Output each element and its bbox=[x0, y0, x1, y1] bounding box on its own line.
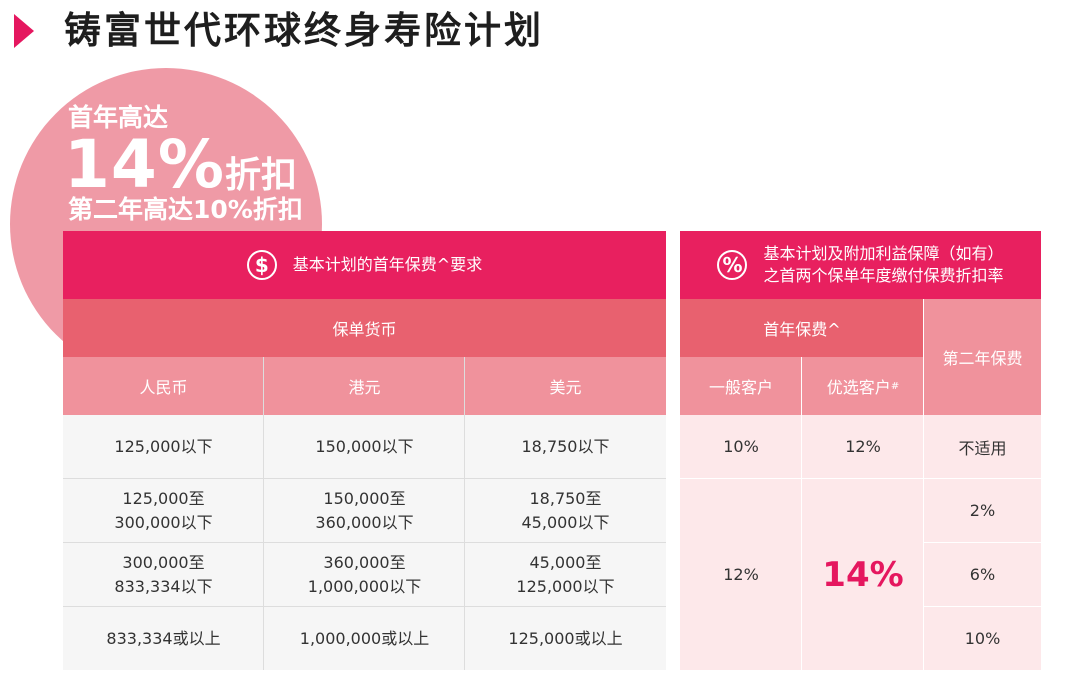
grid-line bbox=[680, 478, 1041, 479]
second-year-row1: 不适用 bbox=[924, 415, 1041, 478]
page-title: 铸富世代环球终身寿险计划 bbox=[64, 9, 544, 52]
table-cell: 18,750至 45,000以下 bbox=[465, 479, 666, 542]
column-header-rmb: 人民币 bbox=[63, 357, 264, 415]
promo-line-1: 首年高达 bbox=[68, 103, 169, 132]
second-year-rest-3: 10% bbox=[924, 607, 1041, 670]
general-client-header: 一般客户 bbox=[680, 357, 802, 415]
general-client-row1: 10% bbox=[680, 415, 802, 478]
grid-line bbox=[63, 478, 666, 479]
table-cell: 125,000至 300,000以下 bbox=[63, 479, 264, 542]
preferred-client-rest: 14% bbox=[802, 479, 924, 670]
table-cell: 125,000以下 bbox=[63, 415, 264, 478]
column-header-usd: 美元 bbox=[465, 357, 666, 415]
promo-big-suffix: 折扣 bbox=[224, 155, 297, 196]
grid-line bbox=[923, 299, 924, 670]
percent-icon: % bbox=[717, 250, 748, 280]
preferred-client-label: 优选客户 bbox=[826, 378, 891, 397]
table-cell: 125,000或以上 bbox=[465, 607, 666, 670]
title-arrow-icon bbox=[14, 14, 34, 48]
grid-line bbox=[63, 606, 666, 607]
column-header-hkd: 港元 bbox=[264, 357, 465, 415]
right-table-header-text: 基本计划及附加利益保障（如有） 之首两个保单年度缴付保费折扣率 bbox=[763, 243, 1003, 287]
table-cell: 18,750以下 bbox=[465, 415, 666, 478]
second-year-rest-1: 2% bbox=[924, 479, 1041, 542]
dollar-icon: $ bbox=[246, 250, 277, 280]
right-table-header: % 基本计划及附加利益保障（如有） 之首两个保单年度缴付保费折扣率 bbox=[680, 231, 1041, 299]
promo-line-3: 第二年高达10%折扣 bbox=[68, 195, 303, 224]
grid-line bbox=[801, 357, 802, 670]
table-cell: 300,000至 833,334以下 bbox=[63, 543, 264, 606]
left-table-header: $ 基本计划的首年保费^要求 bbox=[63, 231, 666, 299]
grid-line bbox=[63, 542, 666, 543]
second-year-premium-header: 第二年保费 bbox=[924, 299, 1041, 415]
preferred-client-header: 优选客户 # bbox=[802, 357, 924, 415]
grid-line bbox=[924, 606, 1041, 607]
left-table-header-text: 基本计划的首年保费^要求 bbox=[292, 255, 483, 274]
table-cell: 360,000至 1,000,000以下 bbox=[264, 543, 465, 606]
table-cell: 150,000至 360,000以下 bbox=[264, 479, 465, 542]
grid-line bbox=[464, 357, 465, 670]
right-header-line-2: 之首两个保单年度缴付保费折扣率 bbox=[763, 266, 1004, 285]
grid-line bbox=[924, 542, 1041, 543]
table-cell: 45,000至 125,000以下 bbox=[465, 543, 666, 606]
general-client-rest: 12% bbox=[680, 479, 802, 670]
table-cell: 1,000,000或以上 bbox=[264, 607, 465, 670]
preferred-client-mark: # bbox=[890, 380, 900, 392]
grid-line bbox=[263, 357, 264, 670]
policy-currency-header: 保单货币 bbox=[63, 299, 666, 357]
table-cell: 150,000以下 bbox=[264, 415, 465, 478]
promo-discount: 14%折扣 bbox=[64, 126, 297, 204]
right-header-line-1: 基本计划及附加利益保障（如有） bbox=[763, 244, 1004, 263]
table-cell: 833,334或以上 bbox=[63, 607, 264, 670]
first-year-premium-header: 首年保费^ bbox=[680, 299, 924, 357]
second-year-rest-2: 6% bbox=[924, 543, 1041, 606]
promo-big-number: 14% bbox=[64, 126, 225, 203]
preferred-client-row1: 12% bbox=[802, 415, 924, 478]
